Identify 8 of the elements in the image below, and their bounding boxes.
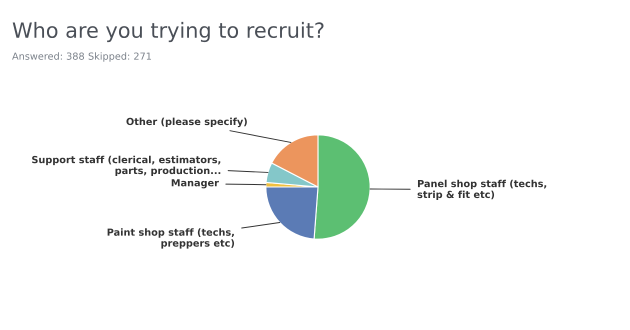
slice-label: Manager	[172, 179, 219, 188]
chart-title: Who are you trying to recruit?	[12, 22, 324, 42]
text: Skipped: 271	[88, 52, 152, 62]
slice-label: Support staff (clerical, estimators, parts, production...	[32, 156, 220, 176]
slice-label: Panel shop staff (techs, strip & fit etc)	[418, 180, 546, 200]
slice-label: Other (please specify)	[126, 118, 247, 128]
slice-label: Paint shop staff (techs, preppers etc)	[108, 228, 234, 249]
text: Answered: 388	[12, 52, 84, 60]
